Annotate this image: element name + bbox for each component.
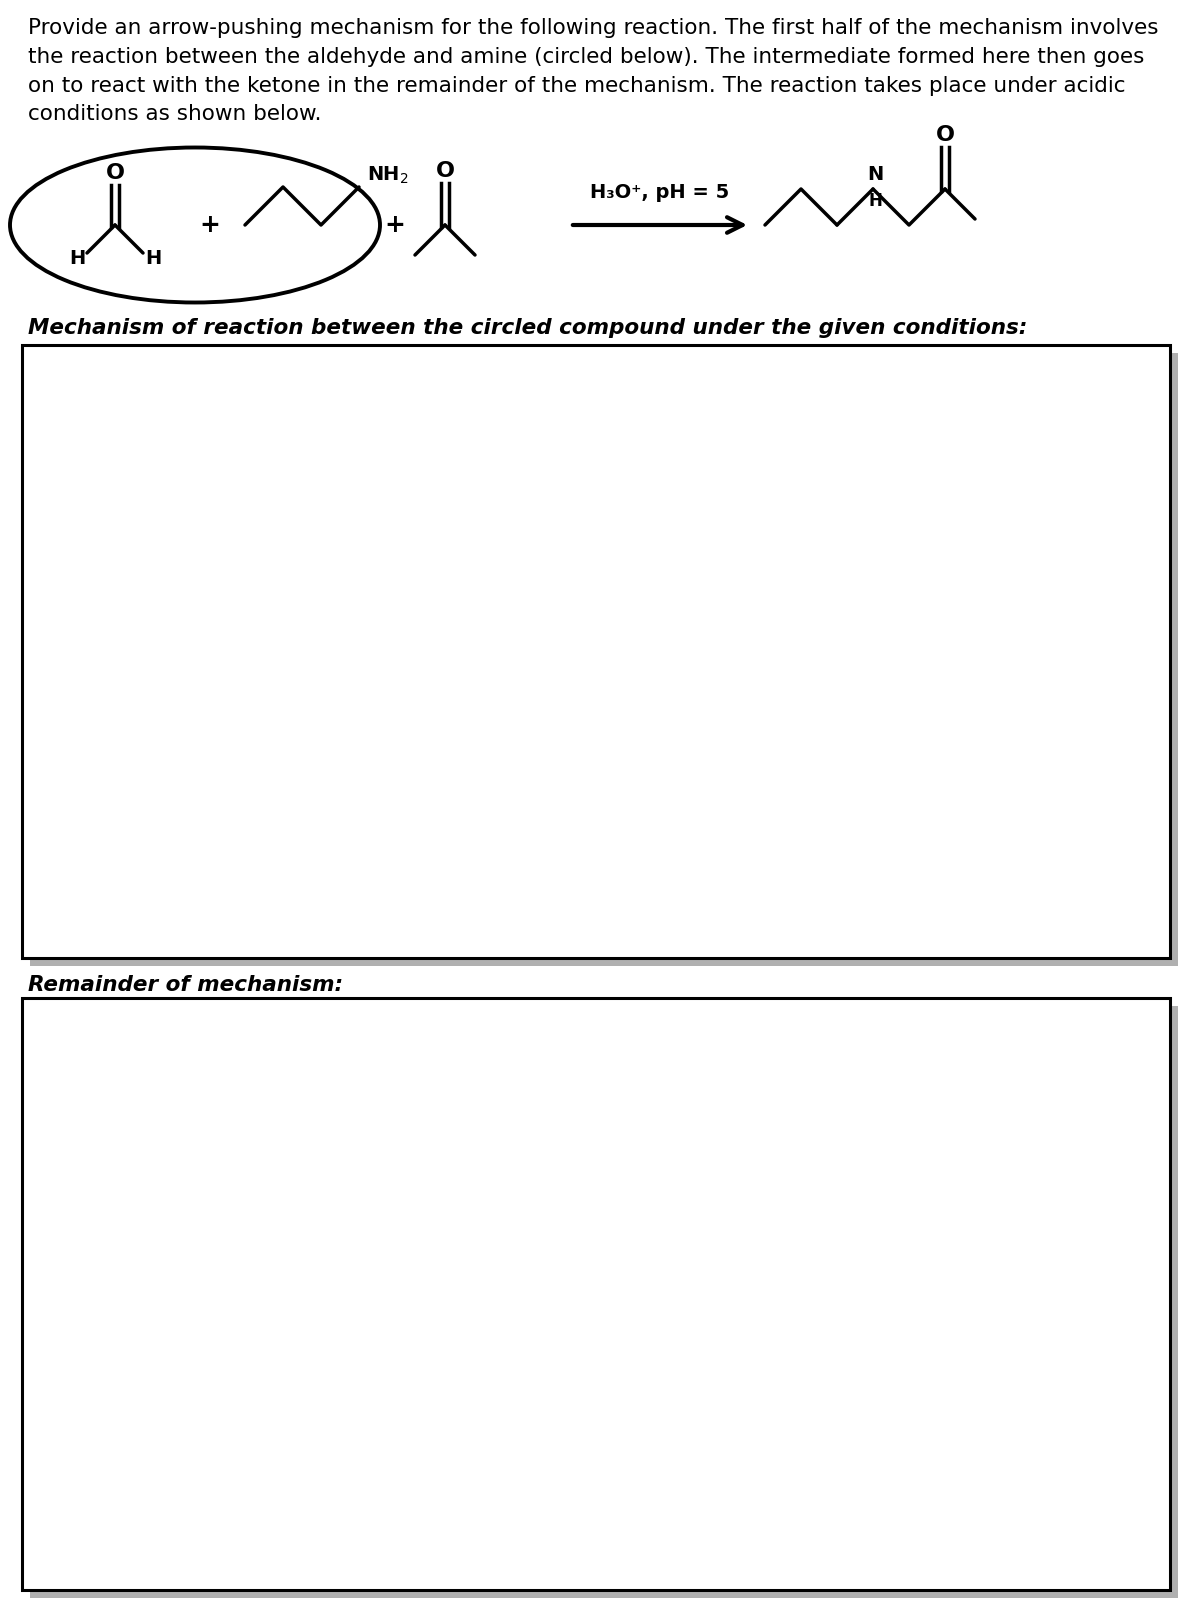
Text: H₃O⁺, pH = 5: H₃O⁺, pH = 5: [591, 183, 730, 202]
Text: O: O: [435, 162, 454, 181]
Text: N: N: [867, 165, 883, 184]
Text: Provide an arrow-pushing mechanism for the following reaction. The first half of: Provide an arrow-pushing mechanism for t…: [28, 18, 1159, 124]
Text: H: H: [868, 192, 881, 210]
Text: +: +: [385, 213, 405, 238]
Text: H: H: [69, 249, 85, 268]
Bar: [22, 999, 1170, 1590]
Bar: [30, 1007, 1178, 1598]
Bar: [30, 352, 1178, 966]
Bar: [22, 344, 1170, 958]
Text: O: O: [105, 163, 124, 183]
Text: NH$_2$: NH$_2$: [367, 165, 409, 186]
Text: H: H: [145, 249, 161, 268]
Text: Mechanism of reaction between the circled compound under the given conditions:: Mechanism of reaction between the circle…: [28, 318, 1027, 338]
Text: O: O: [935, 124, 954, 145]
Text: +: +: [200, 213, 220, 238]
Text: Remainder of mechanism:: Remainder of mechanism:: [28, 974, 343, 995]
